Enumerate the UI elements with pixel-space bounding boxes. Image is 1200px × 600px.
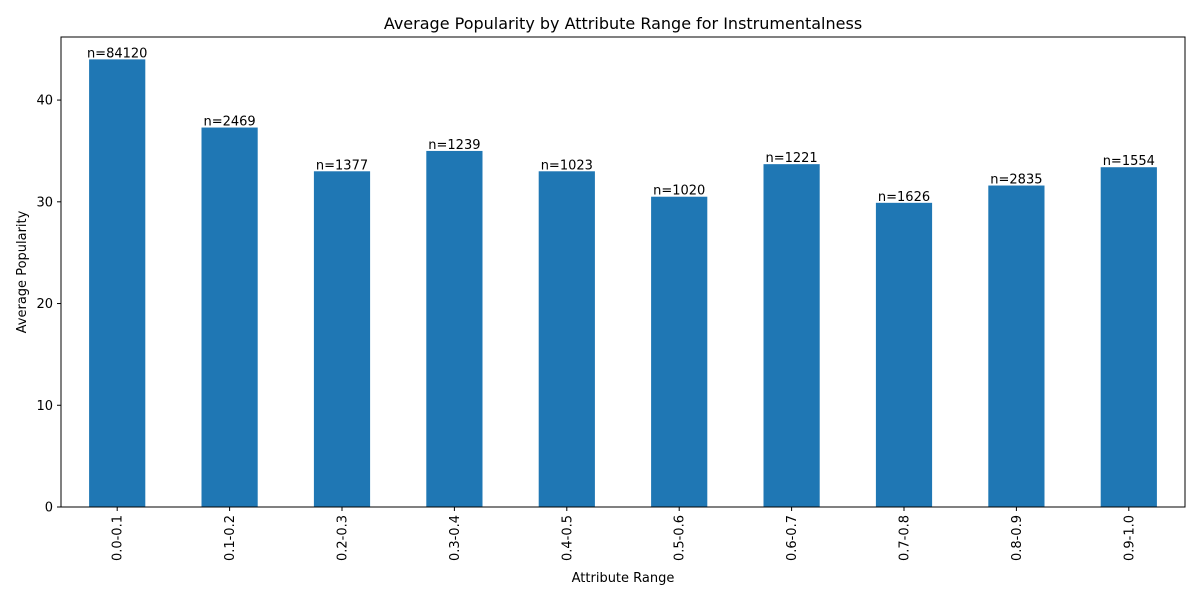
bar-data-label: n=1023 xyxy=(541,158,593,173)
bar-data-label: n=2835 xyxy=(990,173,1042,188)
bar-data-labels: n=84120 n=2469 n=1377 n=1239 n=1023 n=1020 n=1… xyxy=(87,46,1155,204)
x-axis-label: Attribute Range xyxy=(572,571,675,586)
x-tick-label: 0.8-0.9 xyxy=(1010,515,1025,561)
x-tick-label: 0.1-0.2 xyxy=(223,515,238,561)
y-tick-label: 10 xyxy=(36,399,53,414)
bar-data-label: n=1020 xyxy=(653,184,705,199)
y-axis-label: Average Popularity xyxy=(15,210,30,333)
chart-title: Average Popularity by Attribute Range fo… xyxy=(384,14,862,33)
x-tick-label: 0.3-0.4 xyxy=(448,515,463,561)
x-axis-ticks: 0.0-0.1 0.1-0.2 0.2-0.3 0.3-0.4 0.4-0.5 0.5-0… xyxy=(111,507,1137,561)
bars xyxy=(89,59,1157,508)
y-tick-label: 0 xyxy=(45,501,53,516)
bar-0.3-0.4 xyxy=(426,150,483,507)
bar-0.6-0.7 xyxy=(763,164,820,507)
bar-0.8-0.9 xyxy=(988,185,1045,507)
bar-0.1-0.2 xyxy=(201,127,258,507)
x-tick-label: 0.7-0.8 xyxy=(898,515,913,561)
x-tick-label: 0.6-0.7 xyxy=(785,515,800,561)
x-tick-label: 0.0-0.1 xyxy=(111,515,126,561)
bar-data-label: n=1626 xyxy=(878,190,930,205)
bar-0.0-0.1 xyxy=(89,59,146,507)
y-axis-ticks: 0 10 20 30 40 xyxy=(36,94,61,516)
y-tick-label: 20 xyxy=(36,297,53,312)
x-tick-label: 0.9-1.0 xyxy=(1122,515,1137,561)
x-tick-label: 0.4-0.5 xyxy=(560,515,575,561)
bar-data-label: n=1554 xyxy=(1103,154,1155,169)
x-tick-label: 0.2-0.3 xyxy=(336,515,351,561)
bar-data-label: n=84120 xyxy=(87,46,148,61)
bar-data-label: n=1221 xyxy=(765,151,817,166)
bar-0.7-0.8 xyxy=(875,202,933,507)
y-tick-label: 30 xyxy=(36,195,53,210)
bar-0.2-0.3 xyxy=(313,171,371,508)
plot-frame xyxy=(60,36,1186,508)
bar-data-label: n=1377 xyxy=(316,158,368,173)
bar-0.9-1.0 xyxy=(1100,167,1157,507)
bar-data-label: n=2469 xyxy=(203,115,255,130)
bar-0.4-0.5 xyxy=(538,171,595,508)
x-tick-label: 0.5-0.6 xyxy=(673,515,688,561)
bar-0.5-0.6 xyxy=(651,196,708,507)
y-tick-label: 40 xyxy=(36,94,53,109)
bar-data-label: n=1239 xyxy=(428,138,480,153)
